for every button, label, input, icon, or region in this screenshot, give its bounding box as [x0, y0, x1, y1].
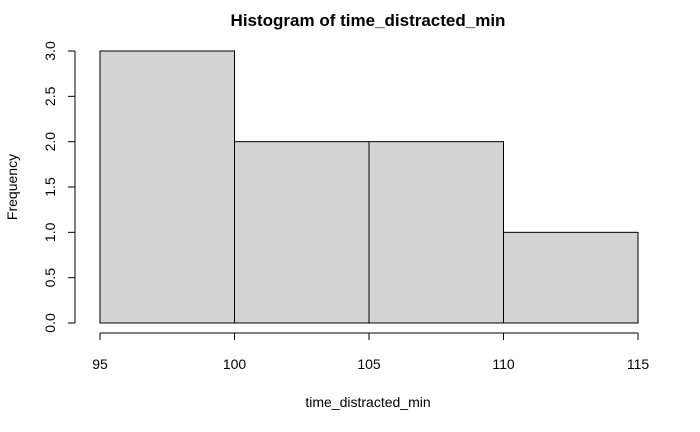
chart-title: Histogram of time_distracted_min — [231, 11, 506, 30]
x-tick-label-5: 115 — [627, 356, 650, 372]
x-tick-label-3: 105 — [357, 356, 381, 372]
x-tick-label-2: 100 — [223, 356, 247, 372]
y-tick-label-5: 2.0 — [42, 132, 58, 152]
y-tick-label-6: 2.5 — [42, 86, 58, 106]
bars-layer — [99, 50, 639, 324]
x-axis: 95 100 105 110 115 — [92, 332, 650, 372]
x-tick-label-1: 95 — [92, 356, 108, 372]
y-axis: 0.0 0.5 1.0 1.5 2.0 2.5 3.0 — [42, 41, 76, 333]
y-tick-label-2: 0.5 — [42, 268, 58, 288]
x-axis-label: time_distracted_min — [305, 394, 430, 410]
y-tick-label-3: 1.0 — [42, 222, 58, 242]
histogram-bar-3 — [368, 141, 504, 324]
histogram-bar-1 — [99, 50, 235, 324]
x-tick-label-4: 110 — [492, 356, 515, 372]
y-tick-label-7: 3.0 — [42, 41, 58, 61]
y-tick-label-4: 1.5 — [42, 177, 58, 197]
y-axis-label: Frequency — [4, 154, 20, 220]
histogram-bar-2 — [234, 141, 370, 324]
histogram-bar-4 — [503, 231, 639, 324]
y-tick-label-1: 0.0 — [42, 313, 58, 333]
